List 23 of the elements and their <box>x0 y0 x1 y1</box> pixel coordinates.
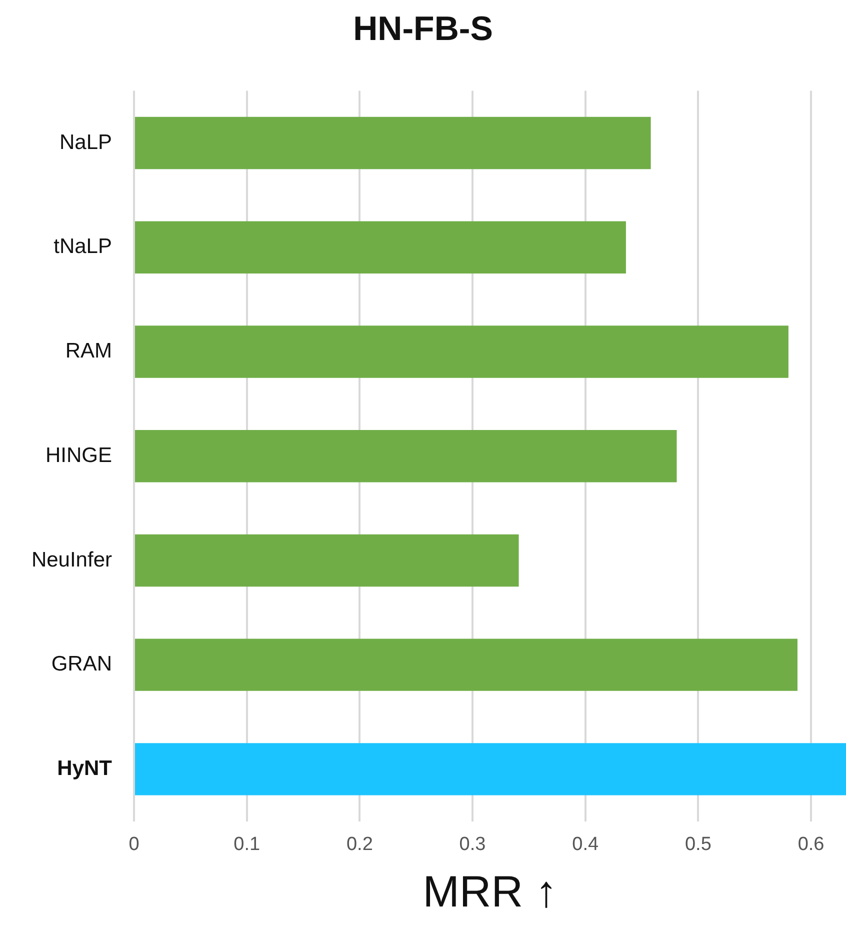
bar <box>135 116 651 170</box>
bar <box>135 534 519 587</box>
bar <box>135 638 798 691</box>
chart-title: HN-FB-S <box>353 10 493 48</box>
bar <box>135 743 846 796</box>
x-tick-label: 0 <box>128 834 140 856</box>
y-tick-label: tNaLP <box>54 235 112 258</box>
bar <box>135 430 677 482</box>
y-tick-label: NeuInfer <box>31 548 112 572</box>
x-tick-label: 0.2 <box>346 834 373 856</box>
y-tick-label: HyNT <box>57 757 112 780</box>
bar <box>135 221 626 274</box>
x-tick-label: 0.4 <box>572 834 599 856</box>
x-tick-label: 0.6 <box>798 834 824 856</box>
y-tick-label: GRAN <box>51 652 112 676</box>
y-tick-label: NaLP <box>59 130 112 154</box>
x-axis-title: MRR ↑ <box>422 868 558 917</box>
x-tick-label: 0.3 <box>459 834 486 856</box>
y-tick-label: RAM <box>65 340 112 363</box>
bar <box>135 326 788 378</box>
x-tick-label: 0.5 <box>684 834 712 856</box>
x-tick-label: 0.1 <box>234 834 260 856</box>
y-tick-label: HINGE <box>45 444 112 467</box>
